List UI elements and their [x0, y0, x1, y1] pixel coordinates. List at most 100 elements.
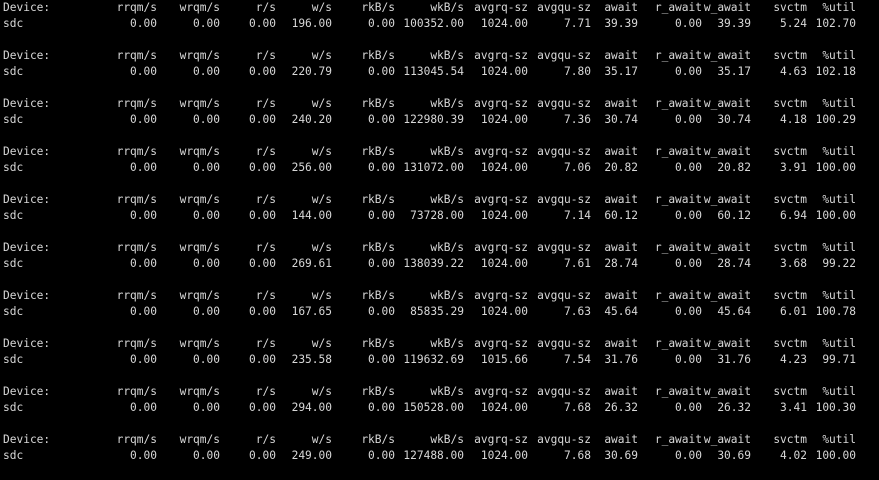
device-name: sdc — [3, 209, 24, 222]
rkb-header: rkB/s — [361, 241, 395, 254]
util-header: %util — [822, 289, 856, 302]
w-per-s-value: 269.61 — [291, 257, 332, 270]
w-per-s-header: w/s — [311, 385, 332, 398]
rkb-header: rkB/s — [361, 145, 395, 158]
w-per-s-value: 220.79 — [291, 65, 332, 78]
avgrq-sz-value: 1024.00 — [480, 161, 528, 174]
rrqm-header: rrqm/s — [116, 289, 157, 302]
r-await-value: 0.00 — [675, 401, 702, 414]
iostat-block: Device: rrqm/s wrqm/s r/s w/s rkB/s wkB/s avgrq… — [0, 288, 879, 336]
w-await-header: w_await — [703, 97, 751, 110]
avgqu-sz-header: avgqu-sz — [537, 289, 591, 302]
avgrq-sz-value: 1024.00 — [480, 113, 528, 126]
wrqm-header: wrqm/s — [179, 337, 220, 350]
wrqm-value: 0.00 — [193, 17, 220, 30]
w-await-value: 28.74 — [717, 257, 751, 270]
r-per-s-header: r/s — [255, 193, 276, 206]
device-name: sdc — [3, 353, 24, 366]
avgrq-sz-value: 1024.00 — [480, 209, 528, 222]
avgqu-sz-header: avgqu-sz — [537, 49, 591, 62]
device-stats-row: sdc 0.00 0.00 0.00 249.00 0.00 127488.00 1024.0… — [0, 448, 879, 464]
r-per-s-header: r/s — [255, 385, 276, 398]
await-value: 45.64 — [604, 305, 638, 318]
w-per-s-header: w/s — [311, 241, 332, 254]
avgrq-sz-value: 1024.00 — [480, 17, 528, 30]
rkb-value: 0.00 — [368, 65, 395, 78]
w-per-s-value: 240.20 — [291, 113, 332, 126]
header-row: Device: rrqm/s wrqm/s r/s w/s rkB/s wkB/s avgrq… — [0, 384, 879, 400]
wkb-header: wkB/s — [430, 193, 464, 206]
device-stats-row: sdc 0.00 0.00 0.00 167.65 0.00 85835.29 1024.00… — [0, 304, 879, 320]
r-await-value: 0.00 — [675, 161, 702, 174]
avgrq-sz-value: 1015.66 — [480, 353, 528, 366]
await-header: await — [604, 337, 638, 350]
r-await-header: r_await — [654, 145, 702, 158]
await-header: await — [604, 433, 638, 446]
w-per-s-value: 256.00 — [291, 161, 332, 174]
r-per-s-value: 0.00 — [249, 17, 276, 30]
w-per-s-header: w/s — [311, 97, 332, 110]
wkb-value: 113045.54 — [403, 65, 464, 78]
device-name: sdc — [3, 65, 24, 78]
util-header: %util — [822, 1, 856, 14]
r-await-value: 0.00 — [675, 353, 702, 366]
wrqm-value: 0.00 — [193, 257, 220, 270]
wkb-header: wkB/s — [430, 145, 464, 158]
wkb-value: 73728.00 — [410, 209, 464, 222]
w-per-s-header: w/s — [311, 337, 332, 350]
wrqm-value: 0.00 — [193, 305, 220, 318]
device-stats-row: sdc 0.00 0.00 0.00 235.58 0.00 119632.69 1015.6… — [0, 352, 879, 368]
svctm-value: 3.91 — [780, 161, 807, 174]
await-header: await — [604, 1, 638, 14]
device-name: sdc — [3, 257, 24, 270]
svctm-value: 6.01 — [780, 305, 807, 318]
w-per-s-header: w/s — [311, 289, 332, 302]
w-await-value: 31.76 — [717, 353, 751, 366]
header-row: Device: rrqm/s wrqm/s r/s w/s rkB/s wkB/s avgrq… — [0, 336, 879, 352]
w-await-value: 20.82 — [717, 161, 751, 174]
device-header: Device: — [3, 49, 51, 62]
wrqm-header: wrqm/s — [179, 241, 220, 254]
rkb-value: 0.00 — [368, 257, 395, 270]
rkb-value: 0.00 — [368, 401, 395, 414]
header-row: Device: rrqm/s wrqm/s r/s w/s rkB/s wkB/s avgrq… — [0, 48, 879, 64]
wrqm-value: 0.00 — [193, 65, 220, 78]
w-await-value: 45.64 — [717, 305, 751, 318]
r-per-s-header: r/s — [255, 241, 276, 254]
w-per-s-value: 167.65 — [291, 305, 332, 318]
avgrq-sz-header: avgrq-sz — [474, 145, 528, 158]
header-row: Device: rrqm/s wrqm/s r/s w/s rkB/s wkB/s avgrq… — [0, 192, 879, 208]
w-await-value: 30.74 — [717, 113, 751, 126]
r-await-value: 0.00 — [675, 209, 702, 222]
r-await-value: 0.00 — [675, 17, 702, 30]
util-value: 100.78 — [815, 305, 856, 318]
rrqm-header: rrqm/s — [116, 193, 157, 206]
w-await-header: w_await — [703, 241, 751, 254]
avgqu-sz-header: avgqu-sz — [537, 1, 591, 14]
rkb-header: rkB/s — [361, 49, 395, 62]
iostat-block: Device: rrqm/s wrqm/s r/s w/s rkB/s wkB/s avgrq… — [0, 432, 879, 480]
rrqm-value: 0.00 — [130, 17, 157, 30]
header-row: Device: rrqm/s wrqm/s r/s w/s rkB/s wkB/s avgrq… — [0, 288, 879, 304]
util-header: %util — [822, 433, 856, 446]
w-per-s-header: w/s — [311, 145, 332, 158]
rrqm-value: 0.00 — [130, 449, 157, 462]
util-header: %util — [822, 337, 856, 350]
svctm-value: 6.94 — [780, 209, 807, 222]
rrqm-header: rrqm/s — [116, 385, 157, 398]
device-header: Device: — [3, 289, 51, 302]
avgqu-sz-header: avgqu-sz — [537, 385, 591, 398]
rrqm-header: rrqm/s — [116, 145, 157, 158]
avgrq-sz-header: avgrq-sz — [474, 289, 528, 302]
avgrq-sz-value: 1024.00 — [480, 401, 528, 414]
device-stats-row: sdc 0.00 0.00 0.00 294.00 0.00 150528.00 1024.0… — [0, 400, 879, 416]
r-per-s-value: 0.00 — [249, 401, 276, 414]
avgrq-sz-header: avgrq-sz — [474, 193, 528, 206]
rkb-header: rkB/s — [361, 97, 395, 110]
await-value: 39.39 — [604, 17, 638, 30]
r-per-s-header: r/s — [255, 289, 276, 302]
r-await-header: r_await — [654, 1, 702, 14]
wrqm-value: 0.00 — [193, 161, 220, 174]
avgqu-sz-header: avgqu-sz — [537, 337, 591, 350]
